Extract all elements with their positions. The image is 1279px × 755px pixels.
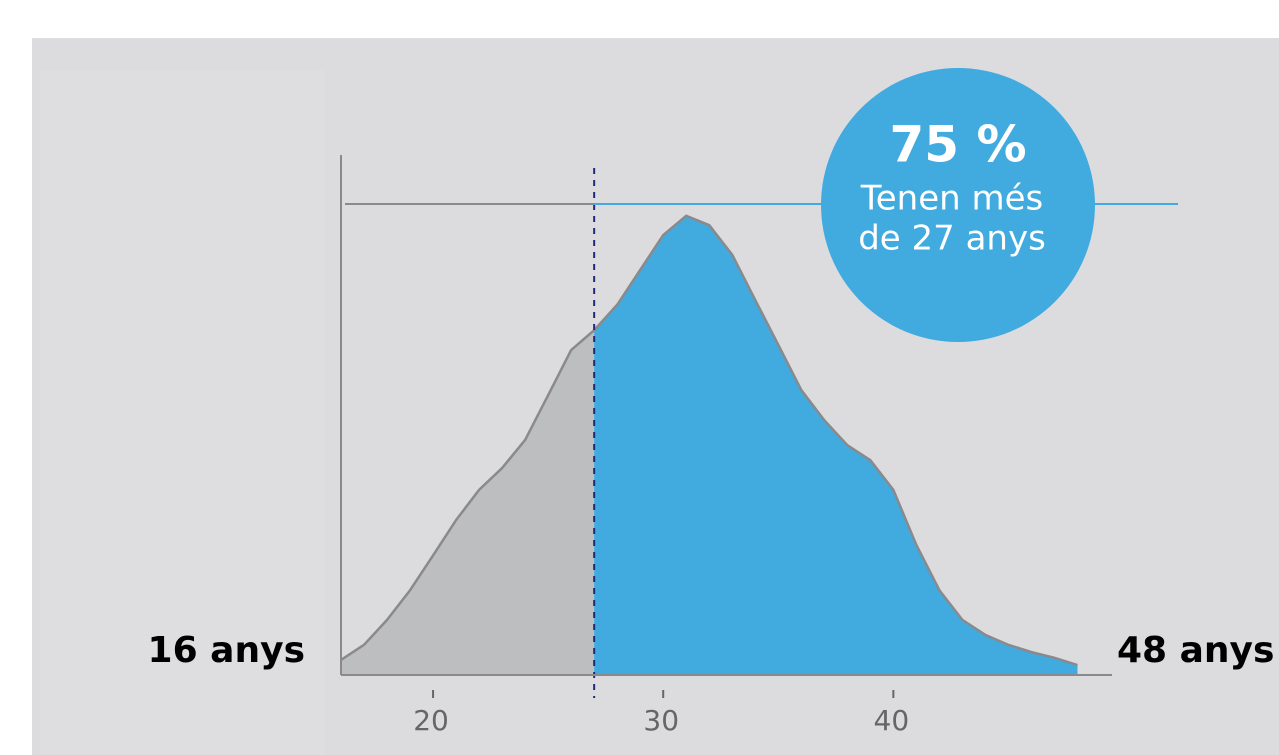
x-tick-label: 40 <box>874 704 910 737</box>
area-below <box>341 330 595 675</box>
max-label: 48 anys <box>1117 630 1274 671</box>
annotation-text: de 27 anys <box>858 219 1046 259</box>
side-panel <box>40 70 325 755</box>
annotation-bubble <box>821 68 1095 342</box>
annotation-value: 75 % <box>889 116 1026 174</box>
x-tick-label: 30 <box>643 704 679 737</box>
area-above <box>594 215 1078 675</box>
density-line <box>340 214 1078 667</box>
min-label: 16 anys <box>148 630 305 671</box>
x-tick-label: 20 <box>413 704 449 737</box>
annotation-text: Tenen més <box>860 179 1043 219</box>
plot: 20 30 40 <box>340 155 1112 737</box>
